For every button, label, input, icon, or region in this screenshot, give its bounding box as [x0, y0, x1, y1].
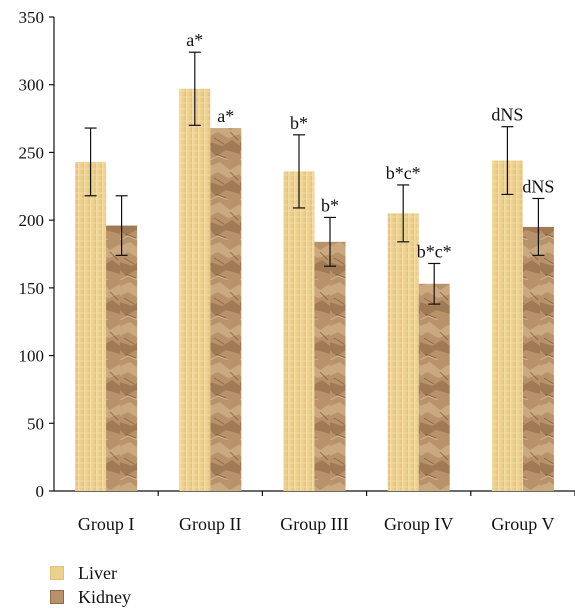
data-annotation: dNS	[522, 176, 554, 196]
legend: Liver Kidney	[50, 561, 131, 609]
data-annotation: b*	[321, 195, 339, 215]
y-tick-label: 0	[36, 482, 45, 501]
bar-liver	[283, 171, 315, 492]
bar-kidney	[106, 225, 138, 491]
data-annotation: b*	[290, 113, 308, 133]
y-tick-label: 200	[19, 211, 45, 230]
x-category-label: Group V	[491, 514, 554, 534]
bar-kidney	[418, 283, 450, 491]
bar-liver	[75, 161, 107, 491]
plot-area: 0 50 100 150 200 250 300 350 Group I Group II a* a*…	[19, 8, 575, 534]
y-tick-label: 150	[19, 279, 45, 298]
bar-liver	[491, 160, 523, 491]
bar-liver	[179, 88, 211, 491]
y-tick-label: 350	[19, 8, 45, 27]
data-annotation: dNS	[491, 105, 523, 125]
bar-chart: 0 50 100 150 200 250 300 350 Group I Group II a* a*…	[19, 8, 575, 534]
bar-liver	[387, 213, 419, 491]
bar-kidney	[314, 241, 346, 491]
y-tick-label: 300	[19, 76, 45, 95]
kidney-swatch-icon	[50, 590, 64, 604]
data-annotation: a*	[186, 30, 203, 50]
x-category-label: Group IV	[384, 514, 454, 534]
bar-kidney	[210, 128, 242, 491]
legend-label-kidney: Kidney	[78, 586, 131, 607]
legend-label-liver: Liver	[78, 562, 117, 583]
liver-swatch-icon	[50, 566, 64, 580]
data-annotation: b*c*	[417, 241, 452, 261]
y-tick-label: 250	[19, 143, 45, 162]
data-annotation: b*c*	[386, 163, 421, 183]
legend-item-liver: Liver	[50, 561, 131, 585]
x-category-label: Group III	[280, 514, 348, 534]
x-category-label: Group I	[78, 514, 135, 534]
data-annotation: a*	[217, 106, 234, 126]
legend-item-kidney: Kidney	[50, 585, 131, 609]
x-category-label: Group II	[179, 514, 241, 534]
y-tick-label: 100	[19, 347, 45, 366]
bar-kidney	[522, 226, 554, 491]
y-tick-label: 50	[27, 414, 44, 433]
